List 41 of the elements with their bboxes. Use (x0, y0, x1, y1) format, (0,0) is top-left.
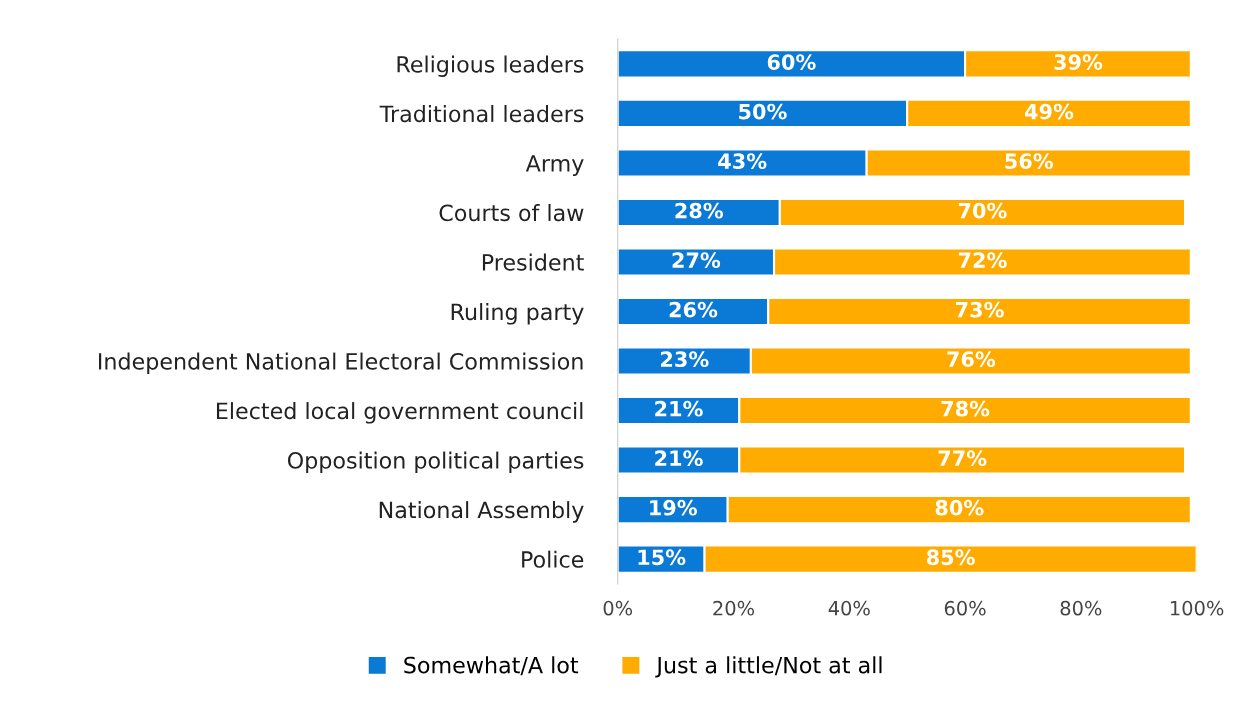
x-tick-label: 40% (828, 600, 870, 616)
data-label: 56% (1005, 153, 1054, 169)
y-tick-label: Police (522, 550, 584, 568)
data-label: 60% (767, 54, 816, 70)
y-tick-label: Elected local government council (216, 402, 583, 424)
y-tick-label: Army (525, 155, 584, 177)
data-label: 15% (638, 549, 686, 566)
data-label: 80% (935, 499, 984, 516)
data-label: 77% (938, 450, 987, 467)
y-tick-label: Traditional leaders (379, 104, 584, 123)
data-label: 50% (739, 103, 787, 120)
y-tick-label: Opposition political parties (287, 451, 584, 474)
y-tick-label: Courts of law (439, 204, 584, 222)
data-label: 21% (655, 450, 703, 467)
x-tick-label: 20% (713, 600, 755, 616)
data-label: 85% (926, 549, 975, 566)
y-tick-label: National Assembly (379, 501, 584, 523)
x-tick-label: 0% (603, 600, 633, 616)
data-label: 49% (1025, 103, 1074, 120)
data-label: 73% (955, 301, 1004, 318)
data-label: 76% (947, 351, 996, 368)
data-label: 21% (655, 400, 703, 417)
x-tick-label: 80% (1060, 600, 1102, 616)
legend-label: Just a little/Not at all (655, 656, 882, 678)
y-tick-label: Ruling party (451, 303, 584, 325)
data-label: 27% (672, 252, 721, 269)
y-tick-label: Independent National Electoral Commission (99, 352, 583, 375)
data-label: 78% (941, 400, 990, 417)
x-tick-label: 60% (944, 600, 986, 616)
data-label: 72% (958, 252, 1007, 269)
data-label: 70% (958, 202, 1007, 219)
data-label: 43% (718, 153, 767, 169)
data-label: 39% (1054, 54, 1103, 70)
data-label: 26% (669, 301, 718, 318)
legend-label: Somewhat/A lot (404, 656, 579, 676)
y-tick-label: Religious leaders (397, 55, 584, 77)
data-label: 28% (675, 202, 724, 219)
y-tick-label: President (482, 253, 584, 271)
data-label: 23% (661, 351, 709, 368)
x-tick-label: 100% (1170, 600, 1224, 616)
data-label: 19% (650, 499, 697, 516)
